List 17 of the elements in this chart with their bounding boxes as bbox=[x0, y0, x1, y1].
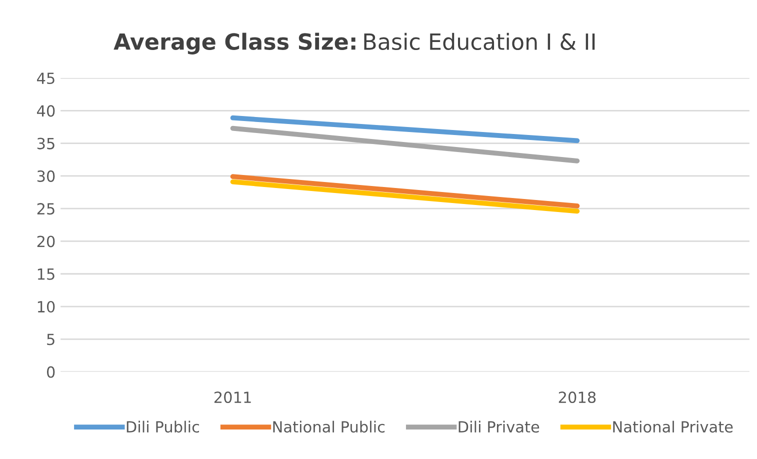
legend-label: National Public bbox=[273, 420, 385, 433]
y-tick-label: 15 bbox=[38, 268, 54, 280]
x-tick-label: 2018 bbox=[558, 392, 596, 404]
legend-label: Dili Private bbox=[458, 420, 540, 433]
legend-label: National Private bbox=[613, 420, 733, 433]
y-tick-label: 5 bbox=[47, 334, 54, 346]
x-tick-label: 2011 bbox=[214, 392, 251, 404]
y-tick-label: 10 bbox=[38, 300, 55, 313]
y-tick-label: 35 bbox=[37, 138, 54, 150]
y-tick-label: 20 bbox=[37, 236, 55, 248]
y-tick-label: 40 bbox=[37, 105, 55, 117]
y-tick-label: 45 bbox=[37, 72, 54, 84]
legend-label: Dili Public bbox=[126, 420, 200, 433]
y-tick-label: 0 bbox=[46, 366, 55, 378]
chart-title: Average Class Size: Basic Education I & II bbox=[114, 32, 595, 54]
y-tick-label: 30 bbox=[37, 170, 55, 182]
y-tick-label: 25 bbox=[37, 203, 54, 215]
